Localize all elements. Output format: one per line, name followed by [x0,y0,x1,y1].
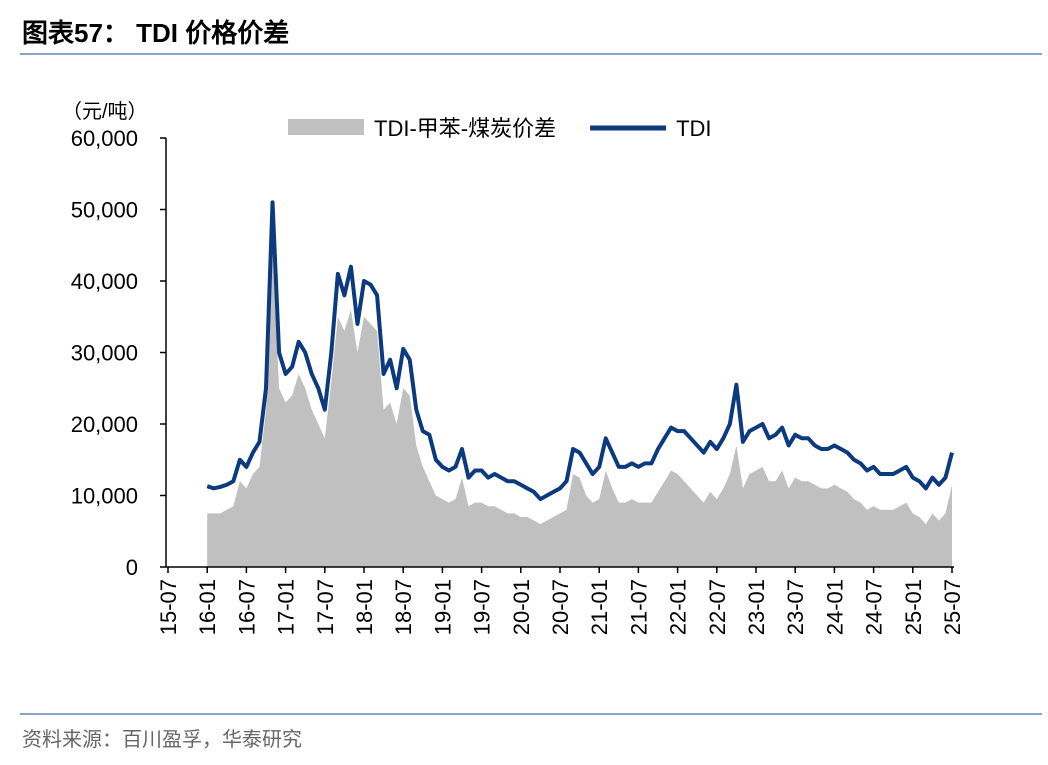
y-tick-label: 50,000 [71,198,138,223]
x-tick-label: 22-07 [705,579,730,635]
y-tick-label: 40,000 [71,269,138,294]
x-tick-label: 15-07 [156,579,181,635]
x-tick-label: 23-07 [783,579,808,635]
x-tick-label: 18-07 [391,579,416,635]
legend-swatch [288,119,364,135]
x-tick-label: 25-01 [901,579,926,635]
x-tick-label: 16-01 [195,579,220,635]
x-tick-label: 16-07 [234,579,259,635]
x-tick-label: 20-07 [548,579,573,635]
x-tick-label: 23-01 [744,579,769,635]
x-tick-label: 22-01 [666,579,691,635]
legend-label: TDI [676,116,711,141]
x-tick-label: 17-01 [274,579,299,635]
x-tick-label: 17-07 [313,579,338,635]
source: 资料来源：百川盈孚，华泰研究 [22,728,302,751]
x-tick-label: 19-01 [430,579,455,635]
legend-label: TDI-甲苯-煤炭价差 [374,116,556,141]
y-tick-label: 30,000 [71,341,138,366]
x-tick-label: 21-07 [626,579,651,635]
tdi-line [206,200,954,502]
y-tick-label: 0 [126,555,138,580]
x-tick-label: 24-07 [862,579,887,635]
y-axis-label: （元/吨） [62,100,148,123]
x-tick-label: 20-01 [509,579,534,635]
x-tick-label: 19-07 [470,579,495,635]
x-tick-label: 18-01 [352,579,377,635]
y-tick-label: 60,000 [71,126,138,151]
x-tick-label: 21-01 [587,579,612,635]
spread-area [207,245,952,567]
chart-title: 图表57： TDI 价格价差 [22,18,289,48]
y-tick-label: 10,000 [71,484,138,509]
x-tick-label: 24-01 [822,579,847,635]
y-tick-label: 20,000 [71,412,138,437]
x-tick-label: 25-07 [940,579,965,635]
